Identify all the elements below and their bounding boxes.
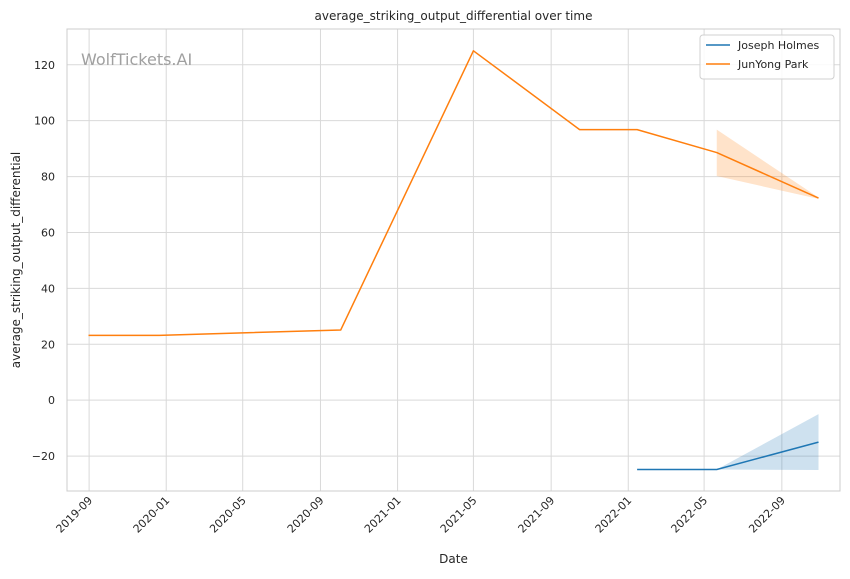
x-tick-label: 2020-09 xyxy=(285,494,327,536)
x-tick-label: 2019-09 xyxy=(54,494,96,536)
x-tick-label: 2022-09 xyxy=(746,494,788,536)
x-tick-label: 2021-01 xyxy=(362,494,404,536)
x-tick-label: 2020-05 xyxy=(207,494,249,536)
x-axis-label: Date xyxy=(439,552,468,566)
y-axis-label: average_striking_output_differential xyxy=(9,152,23,368)
confidence-band-junyong-park xyxy=(716,129,819,199)
legend-label-joseph-holmes: Joseph Holmes xyxy=(737,39,819,52)
y-tick-label: −20 xyxy=(32,450,55,463)
y-tick-label: 80 xyxy=(41,171,55,184)
y-tick-label: 0 xyxy=(48,394,55,407)
y-tick-label: 60 xyxy=(41,226,55,239)
y-tick-label: 120 xyxy=(34,59,55,72)
x-tick-label: 2022-05 xyxy=(669,494,711,536)
watermark: WolfTickets.AI xyxy=(81,50,192,69)
legend-box xyxy=(699,34,835,80)
y-tick-label: 40 xyxy=(41,282,55,295)
legend: Joseph Holmes JunYong Park xyxy=(699,34,835,80)
x-tick-label: 2021-05 xyxy=(438,494,480,536)
x-tick-label: 2020-01 xyxy=(131,494,173,536)
y-tick-label: 100 xyxy=(34,115,55,128)
y-tick-label: 20 xyxy=(41,338,55,351)
plot-frame xyxy=(66,28,841,492)
series-line-joseph-holmes xyxy=(637,441,819,471)
x-tick-label: 2021-09 xyxy=(516,494,558,536)
confidence-band-joseph-holmes xyxy=(716,414,819,471)
x-tick-label: 2022-01 xyxy=(593,494,635,536)
series-line-junyong-park xyxy=(88,50,819,337)
legend-label-junyong-park: JunYong Park xyxy=(737,58,809,71)
chart-title: average_striking_output_differential ove… xyxy=(315,9,593,23)
